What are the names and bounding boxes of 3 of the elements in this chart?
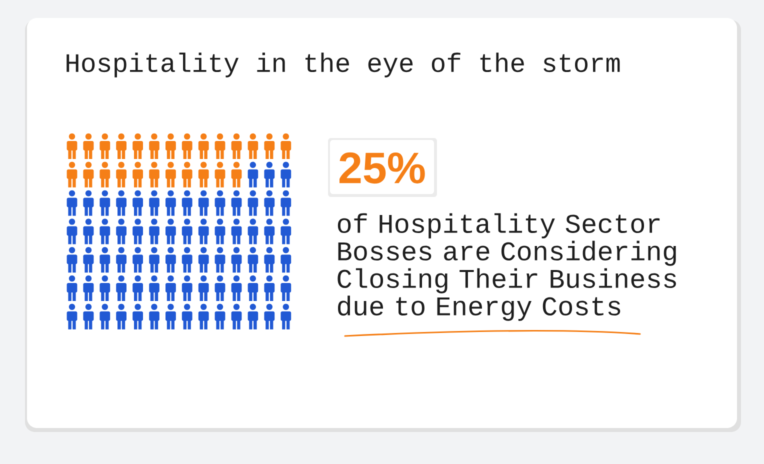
text: Hospitality in the eye of the storm: [66, 52, 620, 78]
data-label: 25%: [339, 152, 425, 184]
text: of Hospitality Sector Bosses are Considering Closing Their Business due to Energy Costs: [338, 213, 676, 321]
